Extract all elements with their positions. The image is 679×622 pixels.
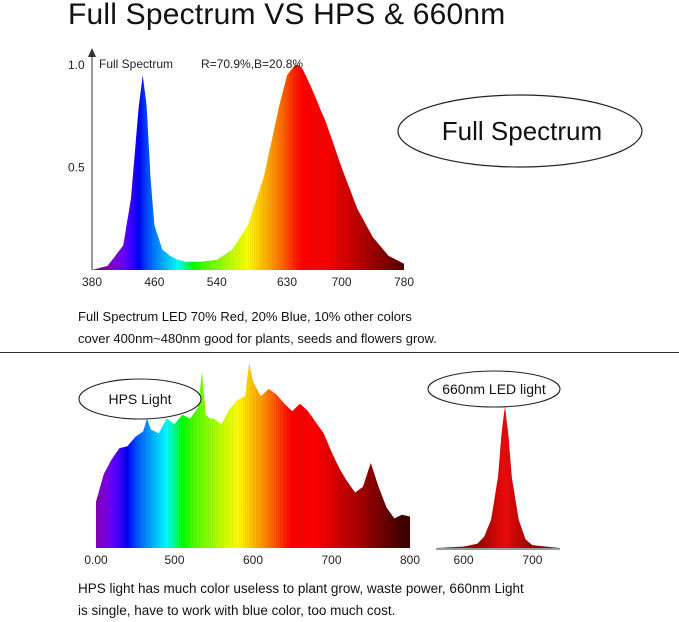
ratio-annotation: R=70.9%,B=20.8% — [201, 57, 303, 71]
x-tick-label: 460 — [144, 275, 164, 289]
hps-x-tick-label: 500 — [164, 553, 184, 567]
spectrum-area — [436, 406, 560, 548]
hps-x-tick-label: 0.00 — [84, 553, 108, 567]
legend-label: Full Spectrum — [99, 57, 173, 71]
660nm-x-tick-label: 600 — [454, 553, 474, 567]
x-tick-label: 380 — [82, 275, 102, 289]
y-tick-label: 0.5 — [68, 161, 85, 175]
spectrum-area — [96, 363, 410, 548]
x-tick-label: 700 — [332, 275, 352, 289]
hps-x-tick-label: 600 — [243, 553, 263, 567]
section-divider — [0, 352, 679, 353]
y-tick-label: 1.0 — [68, 58, 85, 72]
y-axis-arrow — [88, 48, 96, 57]
hps-desc-line2: is single, have to work with blue color,… — [78, 603, 396, 618]
hps-description: HPS light has much color useless to plan… — [78, 578, 524, 622]
spectrum-area — [92, 65, 404, 270]
hps-desc-line1: HPS light has much color useless to plan… — [78, 581, 524, 596]
x-tick-label: 630 — [277, 275, 297, 289]
hps-badge-ellipse — [78, 378, 202, 420]
hps-x-tick-label: 800 — [400, 553, 420, 567]
hps-badge: HPS Light — [108, 391, 171, 407]
660nm-badge: 660nm LED light — [442, 381, 546, 397]
x-tick-label: 780 — [394, 275, 414, 289]
x-tick-label: 540 — [207, 275, 227, 289]
hps-x-tick-label: 700 — [321, 553, 341, 567]
page-title: Full Spectrum VS HPS & 660nm — [68, 0, 506, 31]
full-spectrum-badge: Full Spectrum — [442, 116, 602, 146]
full-spectrum-description: Full Spectrum LED 70% Red, 20% Blue, 10%… — [78, 306, 437, 350]
full-spectrum-desc-line2: cover 400nm~480nm good for plants, seeds… — [78, 331, 437, 346]
full-spectrum-badge-ellipse — [397, 94, 643, 168]
full-spectrum-chart: 1.0 0.5 380 460 540 630 700 780 Full Spectrum R=7… — [68, 48, 643, 289]
660nm-badge-ellipse — [427, 370, 561, 408]
spectrum-lines — [436, 406, 560, 548]
full-spectrum-desc-line1: Full Spectrum LED 70% Red, 20% Blue, 10%… — [78, 309, 412, 324]
660nm-x-tick-label: 700 — [522, 553, 542, 567]
